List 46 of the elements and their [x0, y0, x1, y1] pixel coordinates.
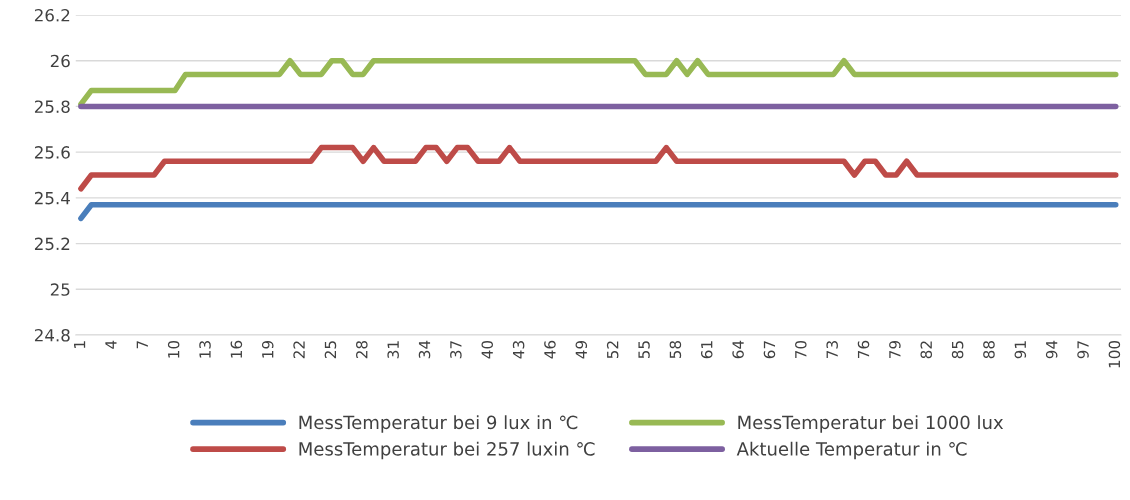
- x-tick-label: 52: [606, 341, 619, 359]
- x-tick-label: 25: [324, 341, 337, 359]
- y-tick-label: 26.2: [34, 8, 70, 22]
- x-tick-label: 34: [418, 340, 431, 359]
- x-tick-label: 58: [669, 340, 682, 359]
- x-tick-label: 55: [638, 341, 650, 359]
- x-tick-label: 13: [199, 341, 211, 358]
- x-tick-label: 76: [857, 340, 870, 359]
- legend-label: Aktuelle Temperatur in ℃: [736, 441, 967, 460]
- x-tick-label: 94: [1045, 340, 1058, 359]
- x-tick-label: 64: [732, 340, 744, 359]
- x-tick-label: 70: [795, 340, 807, 359]
- x-tick-label: 97: [1077, 341, 1089, 359]
- x-tick-label: 40: [481, 340, 494, 359]
- x-tick-label: 100: [1108, 340, 1121, 368]
- y-tick-label: 25.4: [34, 191, 70, 205]
- x-tick-label: 19: [261, 340, 274, 358]
- x-tick-label: 28: [356, 340, 368, 359]
- legend-label: MessTemperatur bei 9 lux in ℃: [299, 415, 578, 433]
- x-tick-label: 88: [983, 340, 995, 359]
- x-tick-label: 61: [700, 341, 713, 359]
- x-tick-label: 79: [889, 340, 901, 359]
- y-tick-label: 25.2: [34, 237, 70, 251]
- legend-label: MessTemperatur bei 257 luxin ℃: [299, 441, 595, 460]
- x-tick-label: 7: [136, 341, 148, 349]
- x-tick-label: 4: [105, 340, 117, 349]
- x-tick-label: 37: [450, 341, 462, 359]
- x-tick-label: 85: [951, 341, 964, 359]
- legend-label: MessTemperatur bei 1000 lux: [738, 415, 1004, 433]
- y-tick-label: 25: [50, 283, 70, 296]
- y-tick-label: 25.8: [34, 100, 70, 113]
- y-tick-label: 26: [50, 54, 70, 68]
- x-tick-label: 10: [167, 340, 180, 358]
- x-tick-label: 1: [74, 341, 86, 348]
- x-tick-label: 43: [512, 341, 525, 359]
- x-tick-label: 67: [763, 341, 776, 359]
- x-tick-label: 16: [230, 340, 243, 358]
- x-tick-label: 22: [293, 341, 305, 359]
- x-tick-label: 49: [575, 340, 588, 359]
- x-tick-label: 73: [826, 341, 838, 359]
- x-tick-label: 82: [920, 341, 933, 359]
- x-tick-label: 31: [387, 341, 399, 359]
- y-tick-label: 25.6: [34, 146, 70, 159]
- x-tick-label: 91: [1014, 341, 1027, 359]
- y-tick-label: 24.8: [34, 328, 70, 342]
- x-tick-label: 46: [544, 340, 556, 359]
